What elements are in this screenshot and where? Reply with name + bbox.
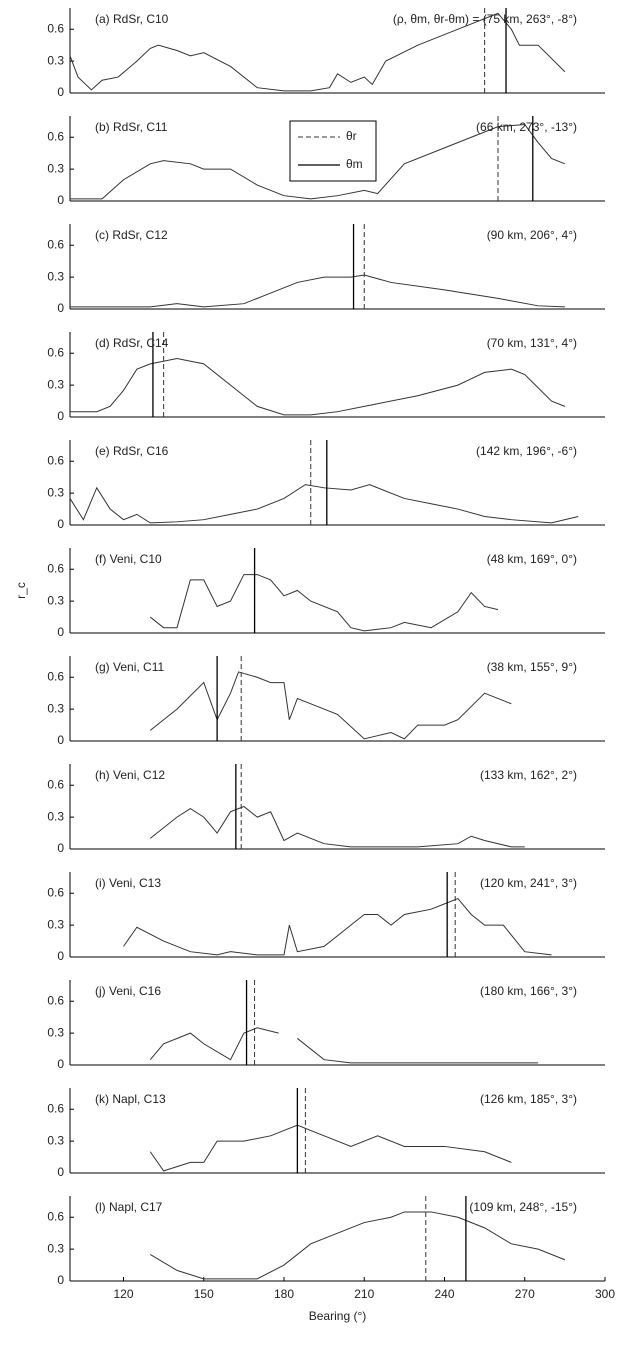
y-tick-label: 0.6 (47, 669, 64, 683)
y-tick-label: 0.6 (47, 885, 64, 899)
y-tick-label: 0.3 (47, 485, 64, 499)
curve (70, 123, 566, 200)
panel-label: (a) RdSr, C10 (95, 12, 169, 26)
y-tick-label: 0.3 (47, 809, 64, 823)
x-tick-label: 120 (113, 1287, 133, 1301)
x-tick-label: 180 (274, 1287, 294, 1301)
y-tick-label: 0 (57, 949, 64, 963)
panel-label: (i) Veni, C13 (95, 876, 161, 890)
curve (149, 1211, 566, 1280)
curve (69, 484, 579, 524)
y-tick-label: 0 (57, 625, 64, 639)
x-tick-label: 270 (515, 1287, 535, 1301)
y-tick-label: 0.6 (47, 777, 64, 791)
annotation: (126 km, 185°, 3°) (480, 1092, 577, 1106)
curve (149, 1124, 512, 1172)
y-tick-label: 0.3 (47, 917, 64, 931)
annotation: (120 km, 241°, 3°) (480, 876, 577, 890)
y-tick-label: 0 (57, 517, 64, 531)
y-tick-label: 0.3 (47, 377, 64, 391)
y-tick-label: 0.6 (47, 561, 64, 575)
y-tick-label: 0 (57, 1165, 64, 1179)
y-tick-label: 0.3 (47, 701, 64, 715)
y-tick-label: 0 (57, 1273, 64, 1287)
annotation: (70 km, 131°, 4°) (487, 336, 577, 350)
curve (70, 274, 565, 308)
y-tick-label: 0.3 (47, 161, 64, 175)
curve (69, 12, 566, 92)
annotation: (66 km, 273°, -13°) (476, 120, 577, 134)
panel-label: (j) Veni, C16 (95, 984, 161, 998)
panel-label: (c) RdSr, C12 (95, 228, 168, 242)
annotation: (ρ, θm, θr-θm) = (75 km, 263°, -8°) (393, 12, 577, 26)
y-tick-label: 0.6 (47, 1209, 64, 1223)
panel-label: (l) Napl, C17 (95, 1200, 163, 1214)
x-axis-label: Bearing (°) (309, 1309, 367, 1323)
curve (149, 574, 499, 632)
curve (149, 671, 512, 740)
panel-label: (b) RdSr, C11 (95, 120, 168, 134)
x-tick-label: 210 (354, 1287, 374, 1301)
y-tick-label: 0 (57, 733, 64, 747)
curve (149, 1027, 539, 1064)
y-tick-label: 0.3 (47, 1241, 64, 1255)
x-tick-label: 240 (434, 1287, 454, 1301)
y-tick-label: 0.6 (47, 129, 64, 143)
annotation: (90 km, 206°, 4°) (487, 228, 577, 242)
panel-label: (e) RdSr, C16 (95, 444, 169, 458)
annotation: (109 km, 248°, -15°) (469, 1200, 577, 1214)
y-tick-label: 0.3 (47, 593, 64, 607)
y-tick-label: 0.3 (47, 1133, 64, 1147)
curve (70, 358, 566, 416)
y-tick-label: 0 (57, 85, 64, 99)
y-tick-label: 0.6 (47, 345, 64, 359)
annotation: (142 km, 196°, -6°) (476, 444, 577, 458)
panel-label: (k) Napl, C13 (95, 1092, 166, 1106)
panel-label: (g) Veni, C11 (95, 660, 164, 674)
panel-label: (d) RdSr, C14 (95, 336, 169, 350)
panel-label: (h) Veni, C12 (95, 768, 165, 782)
y-tick-label: 0 (57, 301, 64, 315)
annotation: (48 km, 169°, 0°) (487, 552, 577, 566)
y-tick-label: 0.6 (47, 21, 64, 35)
y-tick-label: 0 (57, 193, 64, 207)
y-tick-label: 0.3 (47, 1025, 64, 1039)
y-tick-label: 0 (57, 409, 64, 423)
curve (149, 805, 525, 848)
y-tick-label: 0.3 (47, 269, 64, 283)
y-tick-label: 0 (57, 841, 64, 855)
legend-box (289, 120, 377, 182)
legend-label: θr (346, 129, 357, 143)
legend-label: θm (346, 157, 363, 171)
y-tick-label: 0 (57, 1057, 64, 1071)
annotation: (38 km, 155°, 9°) (487, 660, 577, 674)
annotation: (180 km, 166°, 3°) (480, 984, 577, 998)
y-tick-label: 0.6 (47, 453, 64, 467)
y-axis-label: r_c (14, 582, 28, 599)
x-tick-label: 300 (595, 1287, 615, 1301)
panel-label: (f) Veni, C10 (95, 552, 162, 566)
curve (123, 897, 552, 956)
x-tick-label: 150 (194, 1287, 214, 1301)
y-tick-label: 0.3 (47, 53, 64, 67)
y-tick-label: 0.6 (47, 993, 64, 1007)
y-tick-label: 0.6 (47, 1101, 64, 1115)
annotation: (133 km, 162°, 2°) (480, 768, 577, 782)
y-tick-label: 0.6 (47, 237, 64, 251)
